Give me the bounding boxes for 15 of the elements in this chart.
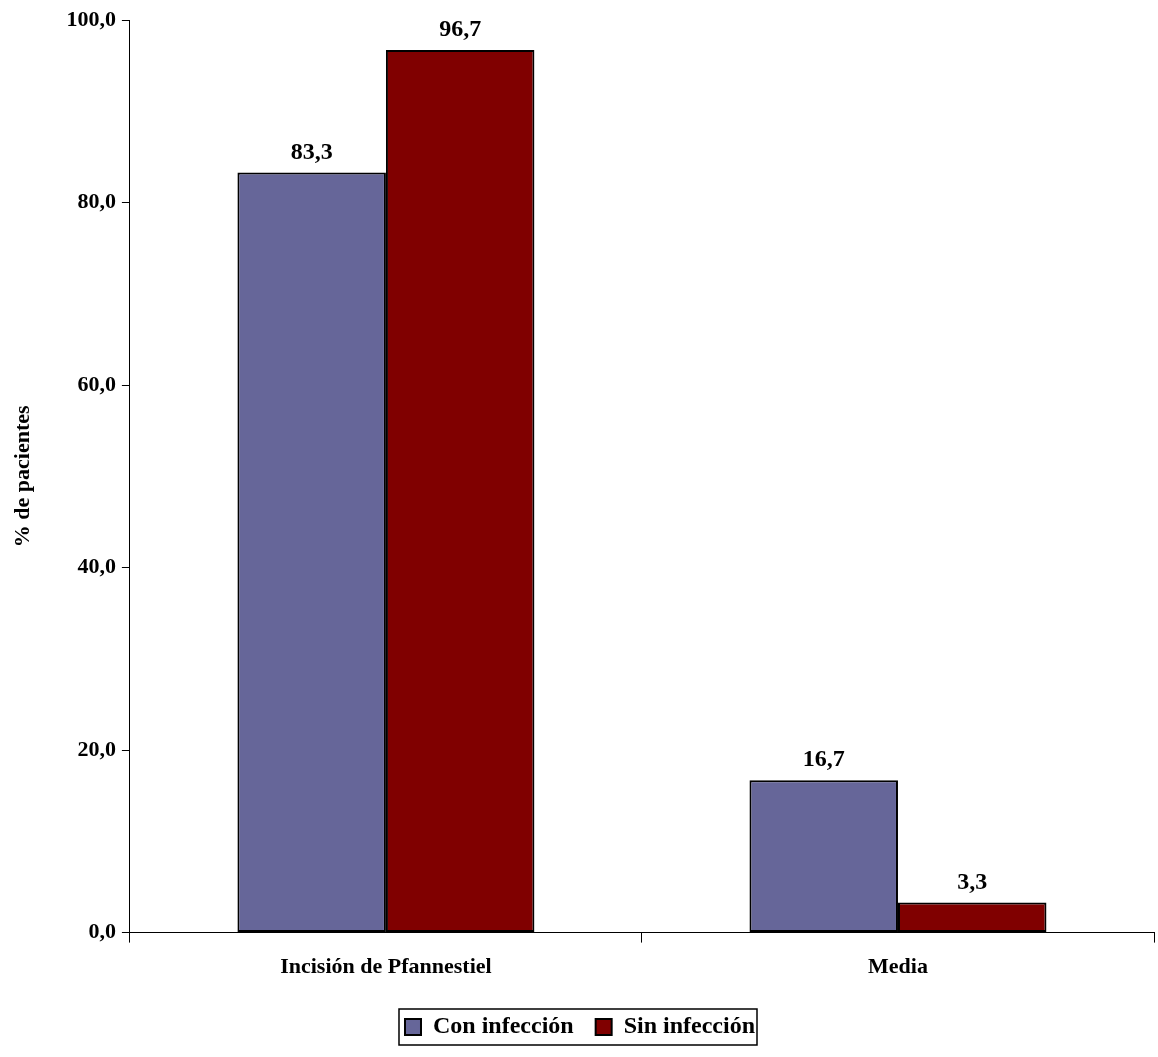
y-tick-label: 20,0 <box>77 735 116 761</box>
y-tick-label: 0,0 <box>88 918 116 944</box>
data-label: 16,7 <box>802 745 845 772</box>
y-tick-label: 40,0 <box>77 553 116 579</box>
x-tick-label: Incisión de Pfannestiel <box>280 953 492 979</box>
y-tick-label: 100,0 <box>66 5 116 31</box>
data-label: 3,3 <box>957 867 988 894</box>
legend-label: Con infección <box>433 1012 574 1039</box>
y-axis-title: % de pacientes <box>8 404 34 548</box>
y-tick-label: 60,0 <box>77 370 116 396</box>
legend-label: Sin infección <box>623 1012 755 1039</box>
x-tick-label: Media <box>868 953 928 979</box>
data-label: 83,3 <box>290 137 333 164</box>
y-tick-label: 80,0 <box>77 188 116 214</box>
data-label: 96,7 <box>439 15 482 42</box>
